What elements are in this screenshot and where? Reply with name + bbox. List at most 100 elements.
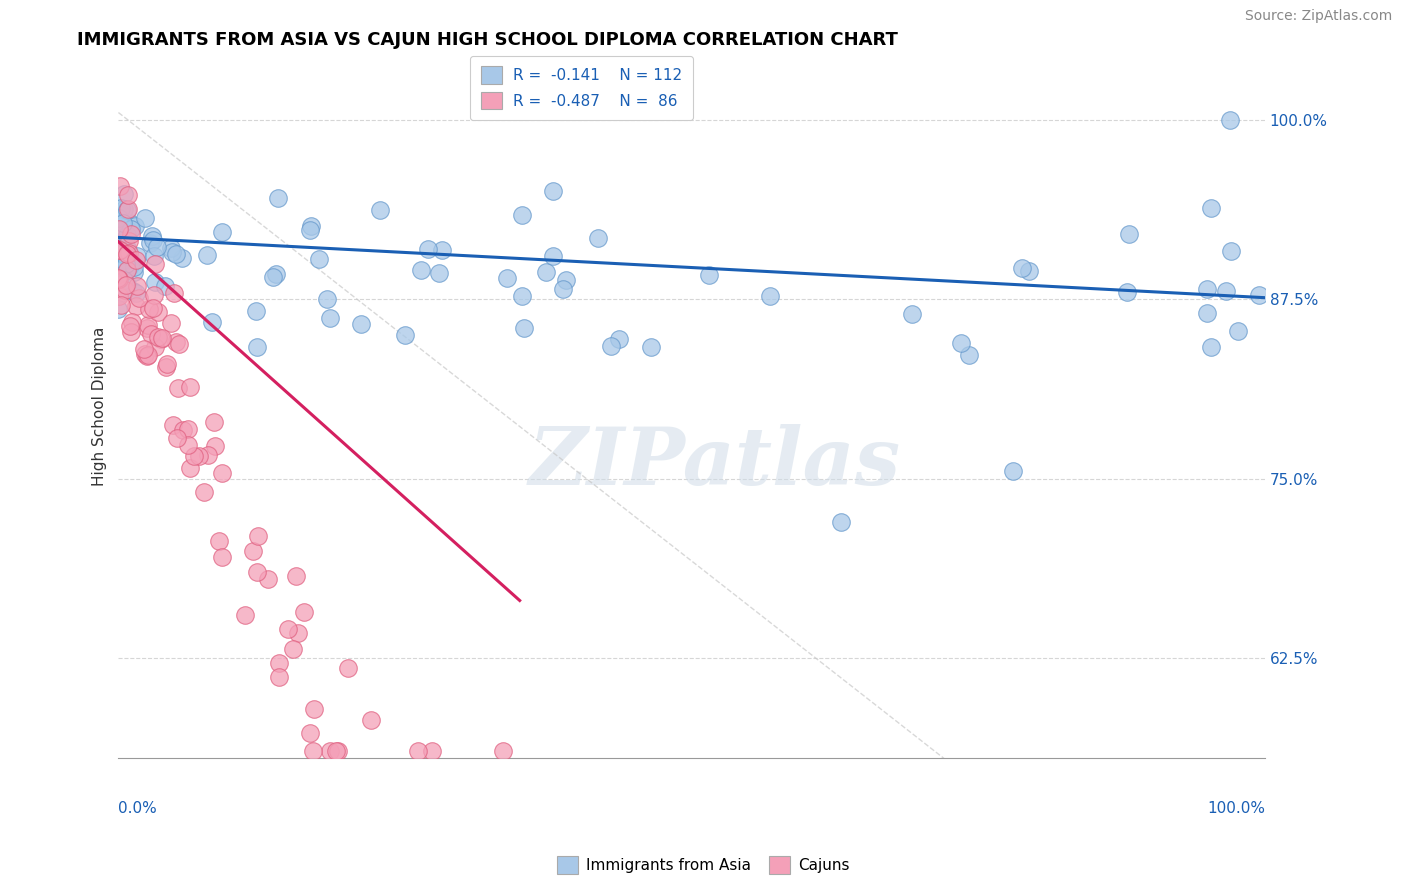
Point [430, 243, 453, 257]
Point [513, 321, 536, 335]
Point [299, 223, 322, 237]
Point [336, 661, 359, 675]
Point [143, 340, 166, 354]
Point [118, 319, 141, 334]
Point [160, 317, 183, 331]
Point [107, 259, 129, 273]
Point [172, 252, 194, 266]
Text: 0.0%: 0.0% [118, 800, 157, 815]
Point [326, 744, 349, 758]
Point [301, 744, 323, 758]
Point [510, 289, 533, 303]
Point [495, 271, 517, 285]
Point [107, 205, 129, 219]
Point [640, 340, 662, 354]
Point [510, 208, 533, 222]
Point [195, 248, 218, 262]
Point [108, 232, 131, 246]
Point [830, 515, 852, 529]
Point [115, 249, 138, 263]
Point [128, 291, 150, 305]
Point [416, 242, 439, 256]
Point [160, 241, 183, 255]
Point [177, 422, 200, 436]
Point [125, 249, 148, 263]
Point [110, 219, 132, 233]
Point [117, 202, 139, 217]
Point [1199, 340, 1222, 354]
Point [156, 357, 179, 371]
Legend: R =  -0.141    N = 112, R =  -0.487    N =  86: R = -0.141 N = 112, R = -0.487 N = 86 [470, 55, 693, 120]
Point [142, 233, 165, 247]
Point [110, 201, 132, 215]
Point [122, 260, 145, 275]
Point [120, 216, 142, 230]
Point [143, 288, 166, 302]
Point [110, 239, 132, 253]
Point [115, 277, 138, 292]
Point [110, 253, 132, 268]
Point [368, 203, 391, 218]
Point [118, 246, 141, 260]
Point [298, 726, 321, 740]
Point [422, 744, 444, 758]
Point [107, 260, 129, 274]
Point [163, 285, 186, 300]
Point [107, 217, 129, 231]
Point [125, 299, 148, 313]
Point [541, 184, 564, 198]
Point [308, 252, 330, 267]
Point [292, 605, 315, 619]
Point [150, 333, 173, 347]
Point [406, 744, 429, 758]
Point [108, 178, 131, 193]
Point [107, 301, 129, 316]
Point [267, 191, 290, 205]
Point [1226, 324, 1249, 338]
Point [155, 359, 177, 374]
Point [136, 321, 159, 335]
Point [699, 268, 721, 282]
Point [115, 241, 138, 255]
Text: IMMIGRANTS FROM ASIA VS CAJUN HIGH SCHOOL DIPLOMA CORRELATION CHART: IMMIGRANTS FROM ASIA VS CAJUN HIGH SCHOO… [77, 31, 898, 49]
Point [177, 437, 200, 451]
Point [114, 227, 136, 241]
Point [256, 573, 278, 587]
Point [141, 229, 163, 244]
Legend: Immigrants from Asia, Cajuns: Immigrants from Asia, Cajuns [550, 850, 856, 880]
Point [242, 544, 264, 558]
Point [262, 269, 284, 284]
Point [135, 349, 157, 363]
Point [1215, 284, 1237, 298]
Point [299, 219, 322, 234]
Point [193, 484, 215, 499]
Point [110, 252, 132, 266]
Point [409, 263, 432, 277]
Point [427, 267, 450, 281]
Point [759, 289, 782, 303]
Point [120, 227, 142, 242]
Point [121, 315, 143, 329]
Point [124, 219, 146, 234]
Point [115, 278, 138, 293]
Point [319, 310, 342, 325]
Point [207, 534, 229, 549]
Point [536, 265, 558, 279]
Point [114, 248, 136, 262]
Point [139, 326, 162, 341]
Point [1201, 201, 1223, 215]
Point [107, 287, 129, 301]
Point [146, 330, 169, 344]
Point [1195, 282, 1218, 296]
Point [120, 258, 142, 272]
Point [246, 340, 269, 354]
Point [211, 467, 233, 481]
Point [949, 335, 972, 350]
Point [555, 273, 578, 287]
Point [599, 339, 621, 353]
Point [112, 247, 135, 261]
Point [112, 216, 135, 230]
Point [122, 265, 145, 279]
Point [204, 439, 226, 453]
Point [146, 305, 169, 319]
